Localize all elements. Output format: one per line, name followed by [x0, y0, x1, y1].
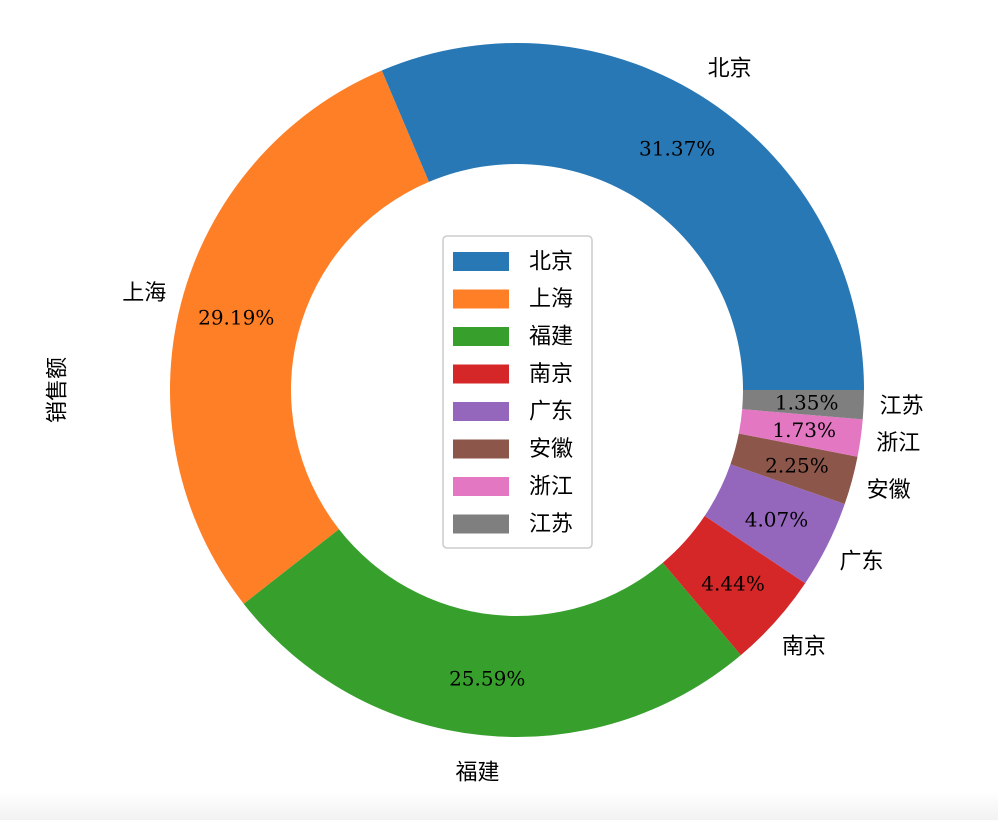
percent-label-南京: 4.44% — [701, 571, 765, 595]
legend-label-安徽: 安徽 — [529, 437, 573, 462]
wedge-南京 — [662, 515, 806, 656]
wedges-group — [169, 43, 864, 738]
legend-swatch-福建 — [453, 327, 509, 346]
wedge-安徽 — [730, 433, 858, 505]
percent-label-安徽: 2.25% — [765, 454, 829, 478]
wedge-北京 — [381, 43, 864, 391]
wedge-浙江 — [738, 409, 863, 457]
category-label-浙江: 浙江 — [876, 431, 920, 456]
legend-label-江苏: 江苏 — [529, 512, 573, 537]
percent-label-广东: 4.07% — [745, 507, 809, 531]
category-label-江苏: 江苏 — [880, 394, 924, 419]
wedge-福建 — [243, 529, 741, 738]
percent-labels-group: 31.37% 29.19% 25.59% 4.44% 4.07% 2.25% 1.73% 1.… — [198, 136, 838, 690]
legend-swatch-安徽 — [453, 439, 509, 459]
wedge-江苏 — [742, 390, 864, 420]
category-label-安徽: 安徽 — [867, 478, 911, 503]
wedge-广东 — [704, 464, 845, 584]
category-label-上海: 上海 — [122, 281, 166, 306]
category-label-福建: 福建 — [455, 760, 499, 785]
legend-label-广东: 广东 — [529, 400, 573, 425]
percent-label-福建: 25.59% — [449, 666, 525, 690]
percent-label-浙江: 1.73% — [772, 418, 836, 442]
wedge-上海 — [169, 70, 429, 604]
legend-swatch-江苏 — [453, 514, 509, 534]
legend-label-上海: 上海 — [529, 287, 573, 312]
legend-label-福建: 福建 — [529, 325, 573, 350]
bottom-shade — [0, 792, 998, 820]
legend-label-北京: 北京 — [529, 250, 573, 275]
category-label-南京: 南京 — [782, 634, 826, 659]
legend-label-浙江: 浙江 — [529, 475, 573, 500]
legend-frame — [442, 235, 593, 549]
percent-label-北京: 31.37% — [639, 136, 715, 160]
legend-swatch-南京 — [453, 364, 509, 384]
legend-swatch-上海 — [453, 289, 509, 309]
percent-label-上海: 29.19% — [198, 305, 274, 329]
y-axis-label: 销售额 — [46, 357, 71, 423]
category-label-广东: 广东 — [839, 549, 883, 574]
legend-label-南京: 南京 — [529, 362, 573, 387]
category-label-北京: 北京 — [708, 57, 752, 82]
legend-swatch-北京 — [453, 252, 509, 271]
legend-swatch-广东 — [453, 402, 509, 421]
legend-swatch-浙江 — [453, 477, 509, 496]
percent-label-江苏: 1.35% — [775, 390, 839, 414]
